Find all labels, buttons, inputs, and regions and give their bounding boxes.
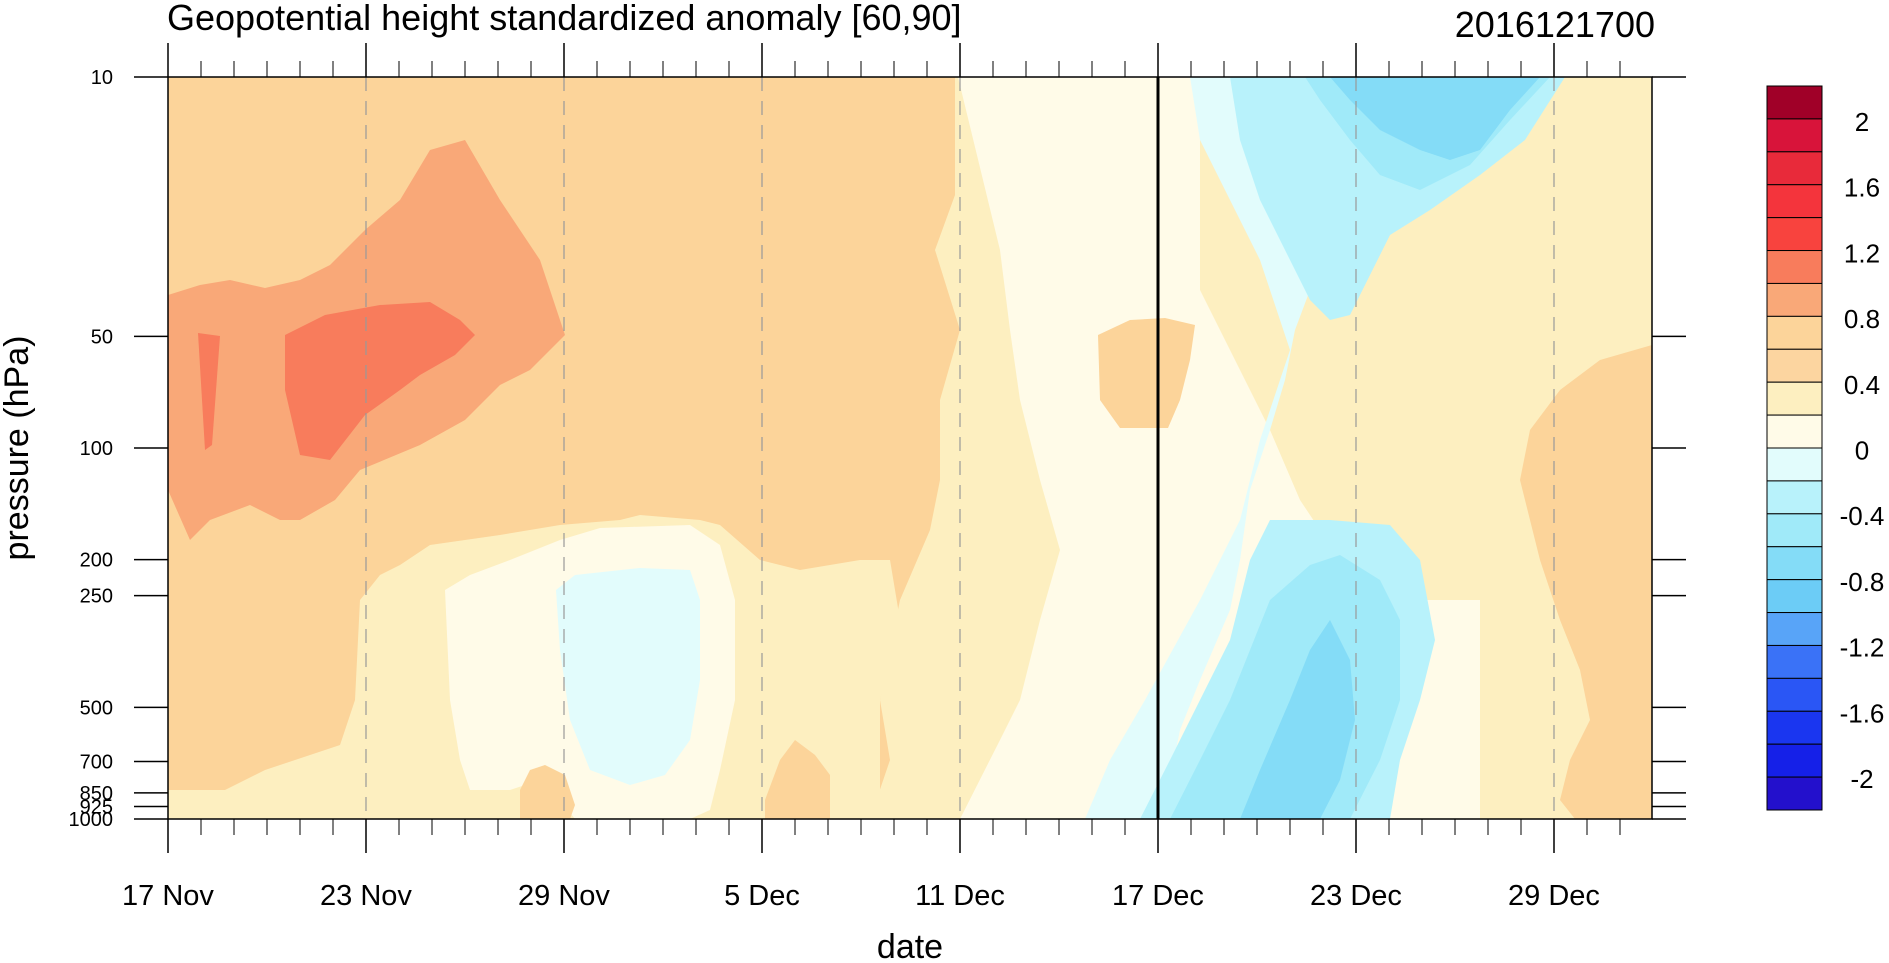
y-tick-label: 850 [80,783,113,805]
chart-right-title: 2016121700 [1455,4,1655,45]
x-tick-label: 23 Nov [320,880,412,912]
x-tick-label: 11 Dec [915,880,1005,912]
colorbar-box [1766,118,1823,153]
colorbar-box [1766,480,1823,515]
colorbar-label: -2 [1850,764,1873,794]
colorbar-box [1766,447,1823,482]
x-axis-title: date [877,928,943,963]
contour-fill-pos-peak [198,333,220,450]
y-tick-label: 250 [80,586,113,608]
y-tick-label: 50 [91,326,113,348]
colorbar-box [1766,776,1823,811]
colorbar-box [1766,677,1823,712]
colorbar-box [1766,381,1823,416]
contour-fills [168,77,1652,819]
y-axis-title: pressure (hPa) [0,336,36,561]
colorbar-box [1766,315,1823,350]
chart-title: Geopotential height standardized anomaly… [167,0,962,38]
colorbar-box [1766,184,1823,219]
colorbar-box [1766,579,1823,614]
colorbar-label: -1.2 [1840,633,1885,663]
contour-fill-pos-peak-2 [285,302,475,460]
x-tick-label: 17 Dec [1112,880,1204,912]
x-tick-label: 29 Dec [1508,880,1600,912]
plot-area [134,43,1686,853]
colorbar-box [1766,743,1823,778]
colorbar-label: 2 [1855,107,1869,137]
contour-fill-pos-right [1520,345,1652,819]
colorbar-box [1766,644,1823,679]
x-tick-label: 17 Nov [122,880,214,912]
y-tick-label: 200 [80,550,113,572]
y-axis-ticks [134,76,1686,820]
contour-fill-neg-core [1240,620,1355,819]
colorbar-box [1766,282,1823,317]
y-tick-label: 700 [80,752,113,774]
contour-fill-pos-nov30 [520,765,575,819]
colorbar-label: -0.4 [1840,501,1885,531]
contour-fill-neg-blob [556,568,700,785]
colorbar-label: -1.6 [1840,698,1885,728]
colorbar-label: 0.8 [1844,304,1880,334]
colorbar-box [1766,348,1823,383]
contour-fill-neg-core-2 [1330,77,1540,160]
colorbar-box [1766,151,1823,186]
colorbar-box [1766,85,1823,120]
colorbar-label: -0.8 [1840,567,1885,597]
y-tick-label: 1000 [69,809,114,831]
colorbar-label: 0.4 [1844,370,1880,400]
x-tick-label: 29 Nov [518,880,610,912]
colorbar-label: 1.6 [1844,173,1880,203]
colorbar-box [1766,513,1823,548]
colorbar-box [1766,612,1823,646]
colorbar-box [1766,414,1823,449]
colorbar: 2 1.6 1.2 0.8 0.4 0 -0.4 -0.8 -1.2 -1.6 -2 [1766,85,1885,811]
y-tick-label: 10 [91,67,113,89]
colorbar-box [1766,710,1823,745]
grid-lines [365,77,1555,819]
y-tick-label: 925 [80,796,113,818]
colorbar-box [1766,217,1823,252]
colorbar-box [1766,250,1823,284]
x-tick-label: 5 Dec [724,880,800,912]
y-tick-label: 100 [80,438,113,460]
x-axis-ticks [167,43,1621,853]
contour-fill-pos-dec16 [1098,318,1195,428]
contour-fill-pos-dec6 [765,740,830,819]
colorbar-label: 0 [1855,436,1869,466]
y-tick-label: 500 [80,697,113,719]
x-tick-label: 23 Dec [1310,880,1402,912]
colorbar-label: 1.2 [1844,238,1880,268]
colorbar-box [1766,546,1823,581]
